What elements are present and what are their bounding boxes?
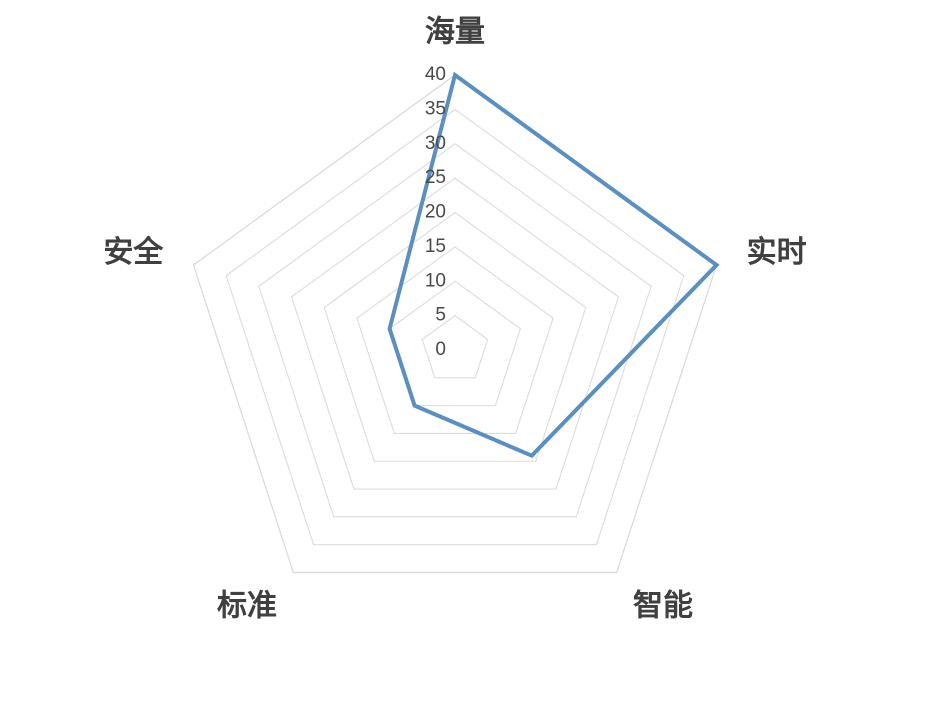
data-series-group	[387, 71, 720, 459]
grid-ring	[290, 177, 620, 490]
category-label-2: 智能	[633, 589, 693, 624]
grid-ring	[192, 74, 718, 574]
grid-ring	[421, 314, 489, 379]
category-label-3: 标准	[217, 589, 277, 624]
grid-ring	[258, 143, 652, 518]
axis-tick-label: 40	[425, 64, 446, 85]
grid-rings-group	[192, 74, 718, 574]
series-polygon	[387, 71, 720, 459]
grid-ring	[323, 211, 587, 462]
category-label-4: 安全	[103, 235, 164, 270]
axis-tick-label: 0	[435, 339, 446, 360]
radial-axis-tick-labels: 0 5 10 15 20 25 30 35 40	[425, 64, 446, 360]
axis-tick-label: 35	[425, 98, 446, 119]
axis-tick-label: 20	[425, 202, 446, 223]
category-label-0: 海量	[425, 15, 485, 50]
category-label-1: 实时	[747, 235, 807, 270]
axis-tick-label: 5	[435, 305, 446, 326]
axis-tick-label: 15	[425, 236, 446, 257]
grid-ring	[356, 246, 554, 434]
grid-ring	[225, 108, 685, 546]
axis-tick-label: 30	[425, 133, 446, 154]
axis-tick-label: 10	[425, 270, 446, 291]
grid-ring	[388, 280, 522, 407]
axis-tick-label: 25	[425, 167, 446, 188]
